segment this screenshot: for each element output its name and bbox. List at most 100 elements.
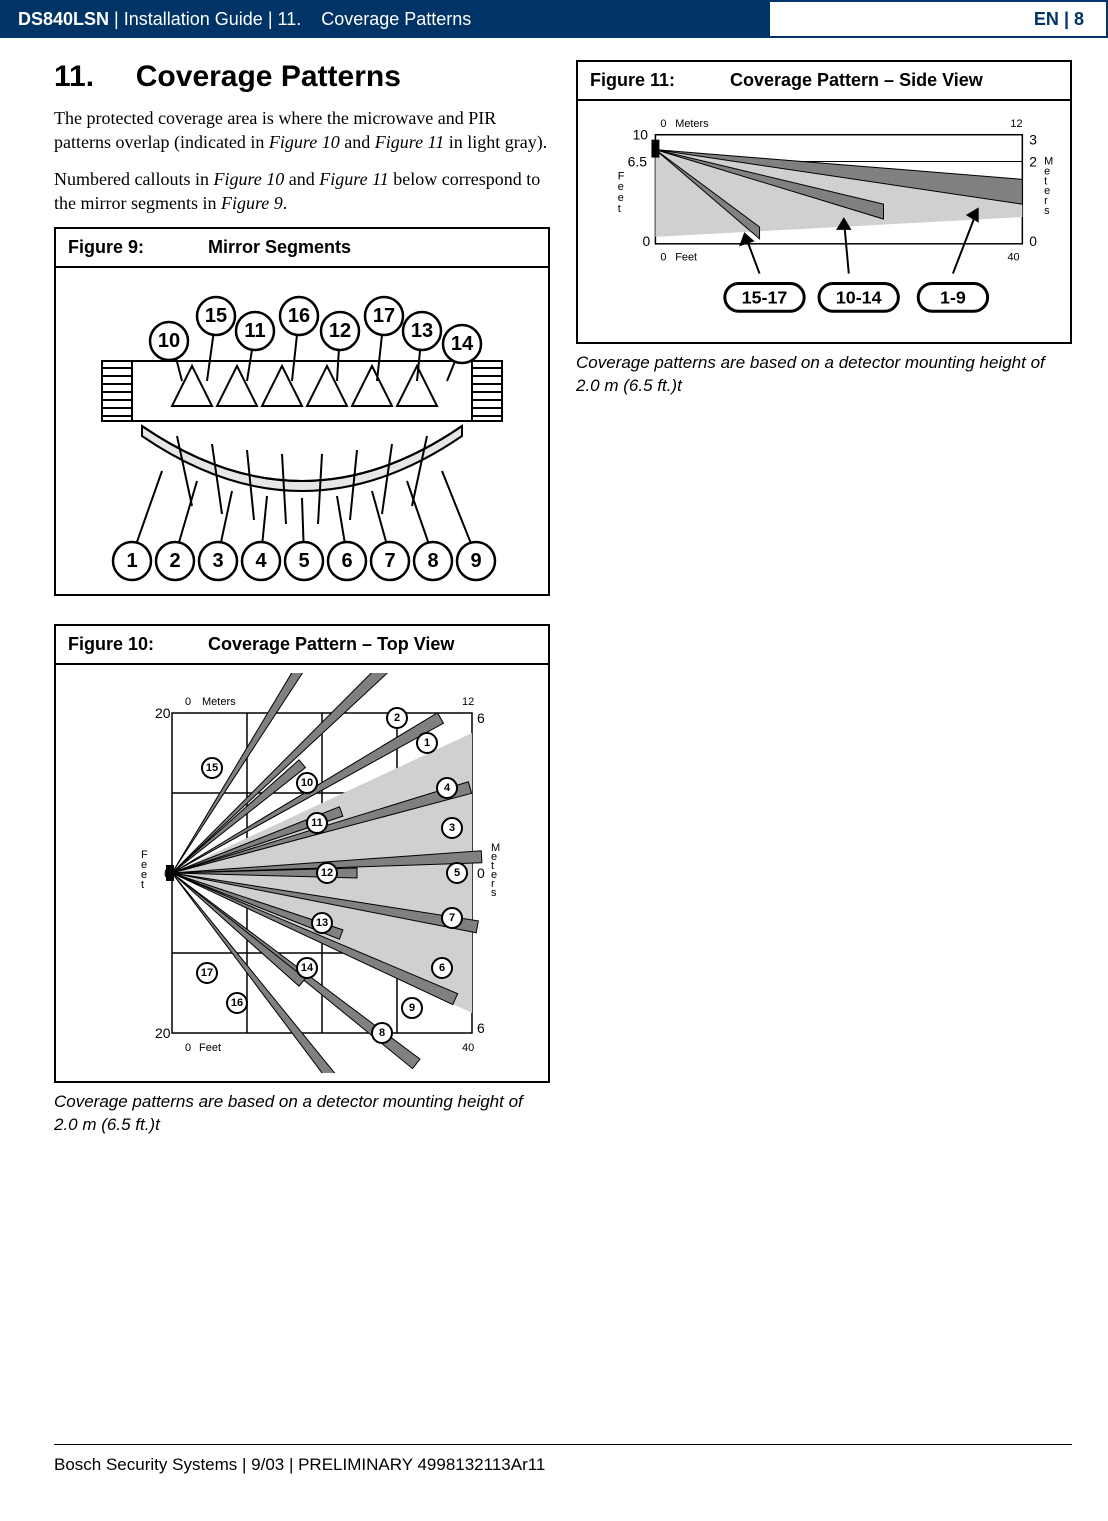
svg-text:17: 17	[373, 305, 395, 327]
svg-text:11: 11	[311, 817, 323, 829]
svg-text:5: 5	[454, 867, 460, 879]
svg-text:15-17: 15-17	[742, 287, 788, 307]
fig10-my0: 6	[477, 710, 485, 726]
svg-text:12: 12	[329, 320, 351, 342]
fig10-meters-top: 0	[185, 696, 191, 708]
fig10-feet-b0: 0	[185, 1042, 191, 1054]
svg-text:14: 14	[451, 333, 474, 355]
svg-text:16: 16	[288, 305, 310, 327]
fig10-meters-label: Meters	[202, 696, 236, 708]
svg-text:2: 2	[169, 550, 180, 572]
svg-text:9: 9	[470, 550, 481, 572]
fig10-title-text: Coverage Pattern – Top View	[208, 634, 454, 655]
heading-gap	[102, 60, 127, 93]
svg-text:8: 8	[379, 1027, 385, 1039]
fig11-my0: 3	[1029, 132, 1037, 148]
svg-text:13: 13	[411, 320, 433, 342]
svg-text:8: 8	[427, 550, 438, 572]
svg-text:7: 7	[449, 912, 455, 924]
section-num: 11.	[278, 9, 302, 30]
svg-text:5: 5	[298, 550, 309, 572]
svg-text:4: 4	[255, 550, 267, 572]
fig11-f1: 40	[1007, 252, 1019, 264]
svg-text:9: 9	[409, 1002, 415, 1014]
svg-text:t: t	[141, 879, 144, 891]
fig9-svg: 1015111612171314 123456789	[72, 276, 532, 586]
fig11-m1: 12	[1010, 118, 1022, 130]
svg-text:10-14: 10-14	[836, 287, 882, 307]
figure-10-body: 0 12 Meters 0 40 Feet 20 0 20 6 0 6 Feet…	[56, 665, 548, 1081]
fig10-feet-b1: 40	[462, 1042, 474, 1054]
svg-text:4: 4	[444, 782, 451, 794]
fig11-caption: Coverage patterns are based on a detecto…	[576, 352, 1072, 398]
svg-text:16: 16	[231, 997, 243, 1009]
lang-code: EN	[1034, 9, 1059, 30]
fig11-my2: 0	[1029, 233, 1037, 249]
fig10-meters-top-r: 12	[462, 696, 474, 708]
fig11-fy1: 6.5	[628, 153, 648, 169]
header-gap	[301, 9, 321, 30]
svg-text:13: 13	[316, 917, 328, 929]
header-left: DS840LSN | Installation Guide | 11. Cove…	[0, 0, 768, 38]
svg-text:15: 15	[205, 305, 227, 327]
content: 11. Coverage Patterns The protected cove…	[0, 38, 1108, 1161]
svg-text:s: s	[491, 887, 497, 899]
svg-text:3: 3	[212, 550, 223, 572]
svg-text:1: 1	[126, 550, 137, 572]
figure-9-body: 1015111612171314 123456789	[56, 268, 548, 594]
fig11-f0: 0	[660, 252, 666, 264]
fig11-title-text: Coverage Pattern – Side View	[730, 70, 983, 91]
fig10-label: Figure 10:	[68, 634, 208, 655]
fig9-label: Figure 9:	[68, 237, 208, 258]
fig11-svg: 0 Meters 12 0 Feet 40 10 6.5 0 3 2 0 Fee…	[586, 109, 1062, 334]
fig10-my1: 0	[477, 865, 485, 881]
figure-11: Figure 11: Coverage Pattern – Side View	[576, 60, 1072, 344]
page-header: DS840LSN | Installation Guide | 11. Cove…	[0, 0, 1108, 38]
svg-text:2: 2	[394, 712, 400, 724]
fig11-m0: 0	[660, 118, 666, 130]
fig11-mlabel: Meters	[675, 118, 709, 130]
left-column: 11. Coverage Patterns The protected cove…	[54, 60, 550, 1161]
header-sep1: |	[109, 9, 124, 30]
fig10-my2: 6	[477, 1020, 485, 1036]
fig10-svg: 0 12 Meters 0 40 Feet 20 0 20 6 0 6 Feet…	[77, 673, 527, 1073]
fig10-fy0: 20	[155, 705, 171, 721]
page-footer: Bosch Security Systems | 9/03 | PRELIMIN…	[54, 1444, 1072, 1475]
svg-text:10: 10	[158, 330, 180, 352]
svg-text:3: 3	[449, 822, 455, 834]
page-num: 8	[1074, 9, 1084, 30]
svg-text:1: 1	[424, 737, 430, 749]
para-1: The protected coverage area is where the…	[54, 106, 550, 155]
header-right: EN | 8	[768, 0, 1108, 38]
svg-text:17: 17	[201, 967, 213, 979]
figure-9: Figure 9: Mirror Segments	[54, 227, 550, 596]
svg-text:6: 6	[341, 550, 352, 572]
figure-10: Figure 10: Coverage Pattern – Top View	[54, 624, 550, 1083]
figure-9-title: Figure 9: Mirror Segments	[56, 229, 548, 268]
heading-num: 11.	[54, 60, 94, 93]
header-sep3: |	[1059, 9, 1074, 30]
fig11-flabel: Feet	[675, 252, 697, 264]
fig11-fy0: 10	[633, 127, 649, 143]
figure-10-title: Figure 10: Coverage Pattern – Top View	[56, 626, 548, 665]
right-column: Figure 11: Coverage Pattern – Side View	[576, 60, 1072, 1161]
product-code: DS840LSN	[18, 9, 109, 30]
section-title: Coverage Patterns	[321, 9, 471, 30]
fig9-title-text: Mirror Segments	[208, 237, 351, 258]
figure-11-body: 0 Meters 12 0 Feet 40 10 6.5 0 3 2 0 Fee…	[578, 101, 1070, 342]
svg-text:s: s	[1044, 205, 1050, 217]
fig10-fy2: 20	[155, 1025, 171, 1041]
svg-text:6: 6	[439, 962, 445, 974]
figure-11-title: Figure 11: Coverage Pattern – Side View	[578, 62, 1070, 101]
svg-text:14: 14	[301, 962, 314, 974]
fig11-label: Figure 11:	[590, 70, 730, 91]
svg-text:7: 7	[384, 550, 395, 572]
fig10-feet-label: Feet	[199, 1042, 221, 1054]
fig11-my1: 2	[1029, 153, 1037, 169]
fig10-caption: Coverage patterns are based on a detecto…	[54, 1091, 550, 1137]
section-heading: 11. Coverage Patterns	[54, 60, 550, 94]
svg-text:10: 10	[301, 777, 313, 789]
svg-text:15: 15	[206, 762, 218, 774]
svg-text:11: 11	[244, 320, 265, 342]
svg-text:12: 12	[321, 867, 333, 879]
